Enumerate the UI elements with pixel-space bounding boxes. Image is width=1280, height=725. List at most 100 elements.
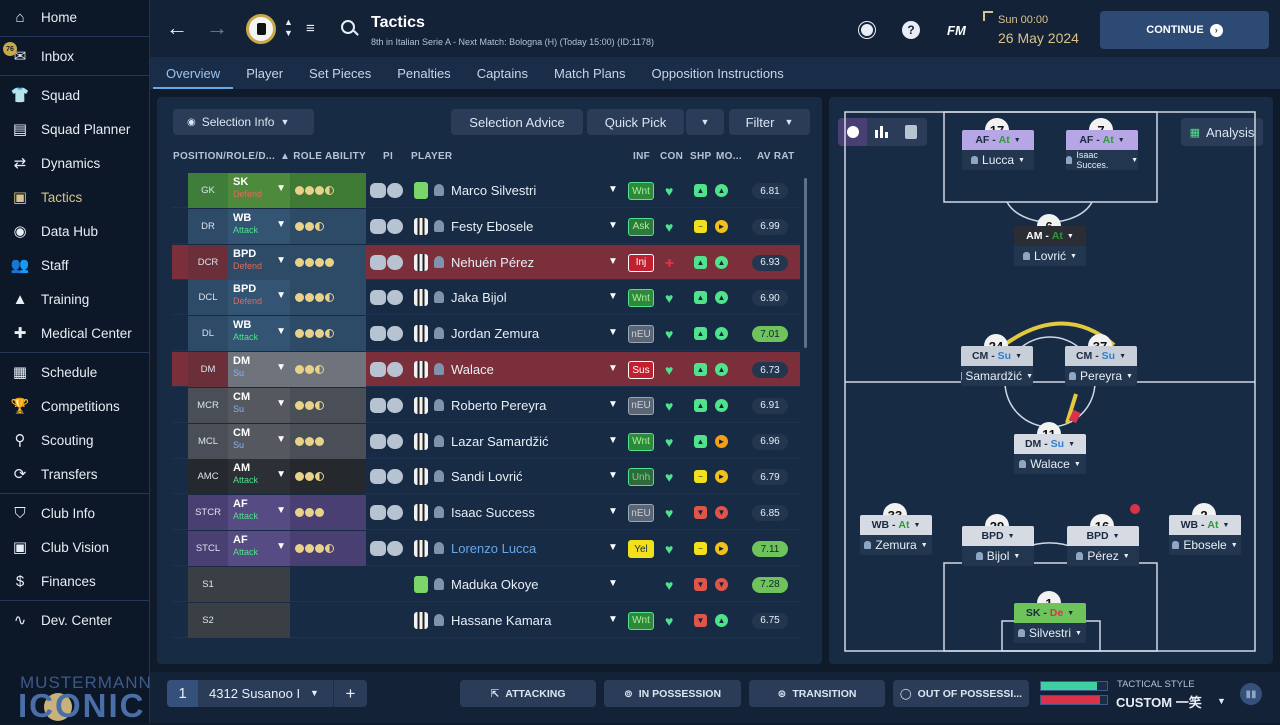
player-name[interactable]: Marco Silvestri (451, 173, 536, 208)
player-instructions-icon[interactable] (370, 469, 404, 485)
sidebar-item-medical-center[interactable]: ✚Medical Center (0, 316, 149, 350)
player-name[interactable]: Sandi Lovrić (451, 459, 523, 494)
tab-match-plans[interactable]: Match Plans (541, 57, 639, 89)
quick-pick-dropdown[interactable]: ▼ (686, 109, 724, 135)
role-duty-label[interactable]: AF - At▼ (1066, 130, 1138, 150)
pitch-player-card[interactable]: 11DM - Su▼Walace▼ (1014, 434, 1086, 472)
chevron-down-icon[interactable]: ▼ (608, 542, 618, 553)
col-inf[interactable]: INF (633, 151, 650, 162)
sidebar-item-schedule[interactable]: ▦Schedule (0, 355, 149, 389)
player-name[interactable]: Jaka Bijol (451, 280, 507, 315)
col-mo[interactable]: MO... (716, 151, 742, 162)
ball-icon[interactable] (859, 22, 875, 38)
role-duty-label[interactable]: WB - At▼ (1169, 515, 1241, 535)
out-of-possession-button[interactable]: ◯OUT OF POSSESSI... (893, 680, 1029, 707)
player-name[interactable]: Lorenzo Lucca (451, 531, 536, 566)
tab-overview[interactable]: Overview (153, 57, 233, 89)
club-switch-arrows-icon[interactable]: ▲▼ (284, 17, 293, 39)
role-duty-label[interactable]: AF - At▼ (962, 130, 1034, 150)
player-instructions-icon[interactable] (370, 362, 404, 378)
col-position-role-duty[interactable]: POSITION/ROLE/D... (173, 151, 275, 162)
role-duty-label[interactable]: DM - Su▼ (1014, 434, 1086, 454)
player-instructions-icon[interactable] (370, 255, 404, 271)
chevron-down-icon[interactable]: ▼ (608, 363, 618, 374)
club-badge-icon[interactable] (246, 14, 276, 44)
sidebar-item-squad-planner[interactable]: ▤Squad Planner (0, 112, 149, 146)
pitch-player-card[interactable]: 33WB - At▼Zemura▼ (860, 515, 932, 553)
tab-opposition-instructions[interactable]: Opposition Instructions (639, 57, 797, 89)
table-scrollbar[interactable] (804, 178, 807, 348)
sidebar-item-dynamics[interactable]: ⇄Dynamics (0, 146, 149, 180)
player-name[interactable]: Walace (451, 352, 494, 387)
pitch-player-card[interactable]: 7AF - At▼Isaac Succes.▼ (1066, 130, 1138, 168)
sidebar-item-competitions[interactable]: 🏆Competitions (0, 389, 149, 423)
pitch-player-name[interactable]: Isaac Succes.▼ (1066, 150, 1138, 170)
pitch-player-name[interactable]: Walace▼ (1014, 454, 1086, 474)
chevron-down-icon[interactable]: ▼ (608, 506, 618, 517)
player-instructions-icon[interactable] (370, 290, 404, 306)
chevron-down-icon[interactable]: ▼ (1217, 696, 1226, 706)
chevron-down-icon[interactable]: ▼ (608, 470, 618, 481)
sidebar-item-training[interactable]: ▲Training (0, 282, 149, 316)
transition-button[interactable]: ⊛TRANSITION (749, 680, 885, 707)
quick-pick-button[interactable]: Quick Pick (587, 109, 684, 135)
forward-arrow-icon[interactable]: → (206, 18, 228, 38)
pitch-player-name[interactable]: Samardžić▼ (961, 366, 1033, 386)
sidebar-item-club-vision[interactable]: ▣Club Vision (0, 530, 149, 564)
player-name[interactable]: Festy Ebosele (451, 209, 533, 244)
tactical-style-value[interactable]: CUSTOM 一笑 (1116, 692, 1202, 711)
chevron-down-icon[interactable]: ▼ (608, 399, 618, 410)
sidebar-item-scouting[interactable]: ⚲Scouting (0, 423, 149, 457)
player-name[interactable]: Maduka Okoye (451, 567, 538, 602)
col-role-ability[interactable]: ▲ ROLE ABILITY (280, 151, 366, 162)
sidebar-item-staff[interactable]: 👥Staff (0, 248, 149, 282)
chevron-down-icon[interactable]: ▼ (608, 184, 618, 195)
sidebar-item-transfers[interactable]: ⟳Transfers (0, 457, 149, 491)
col-player[interactable]: PLAYER (411, 151, 452, 162)
player-instructions-icon[interactable] (370, 434, 404, 450)
role-duty-cell[interactable] (228, 603, 290, 638)
player-instructions-icon[interactable] (370, 183, 404, 199)
col-av-rat[interactable]: AV RAT (757, 151, 795, 162)
pitch-player-name[interactable]: Silvestri▼ (1014, 623, 1086, 643)
pitch-player-card[interactable]: 16BPD▼Pérez▼ (1067, 526, 1139, 564)
tab-player[interactable]: Player (233, 57, 296, 89)
back-arrow-icon[interactable]: ← (166, 18, 188, 38)
player-name[interactable]: Hassane Kamara (451, 603, 551, 638)
pitch-player-card[interactable]: 37CM - Su▼Pereyra▼ (1065, 346, 1137, 384)
sidebar-item-club-info[interactable]: ⛉Club Info (0, 496, 149, 530)
tactic-slot-selector[interactable]: 1 4312 Susanoo I ▼ + (167, 680, 367, 707)
col-pi[interactable]: PI (383, 151, 393, 162)
sidebar-item-dev-center[interactable]: ∿Dev. Center (0, 603, 149, 637)
player-instructions-icon[interactable] (370, 219, 404, 235)
chevron-down-icon[interactable]: ▼ (608, 220, 618, 231)
player-name[interactable]: Nehuén Pérez (451, 245, 534, 280)
role-duty-label[interactable]: BPD▼ (962, 526, 1034, 546)
tab-set-pieces[interactable]: Set Pieces (296, 57, 384, 89)
role-duty-label[interactable]: WB - At▼ (860, 515, 932, 535)
chevron-down-icon[interactable]: ▼ (608, 578, 618, 589)
pitch-player-card[interactable]: 29BPD▼Bijol▼ (962, 526, 1034, 564)
role-duty-label[interactable]: CM - Su▼ (1065, 346, 1137, 366)
pitch-player-card[interactable]: 1SK - De▼Silvestri▼ (1014, 603, 1086, 641)
role-duty-label[interactable]: SK - De▼ (1014, 603, 1086, 623)
player-name[interactable]: Jordan Zemura (451, 316, 539, 351)
player-instructions-icon[interactable] (370, 541, 404, 557)
tab-captains[interactable]: Captains (464, 57, 541, 89)
add-tactic-button[interactable]: + (333, 680, 367, 707)
